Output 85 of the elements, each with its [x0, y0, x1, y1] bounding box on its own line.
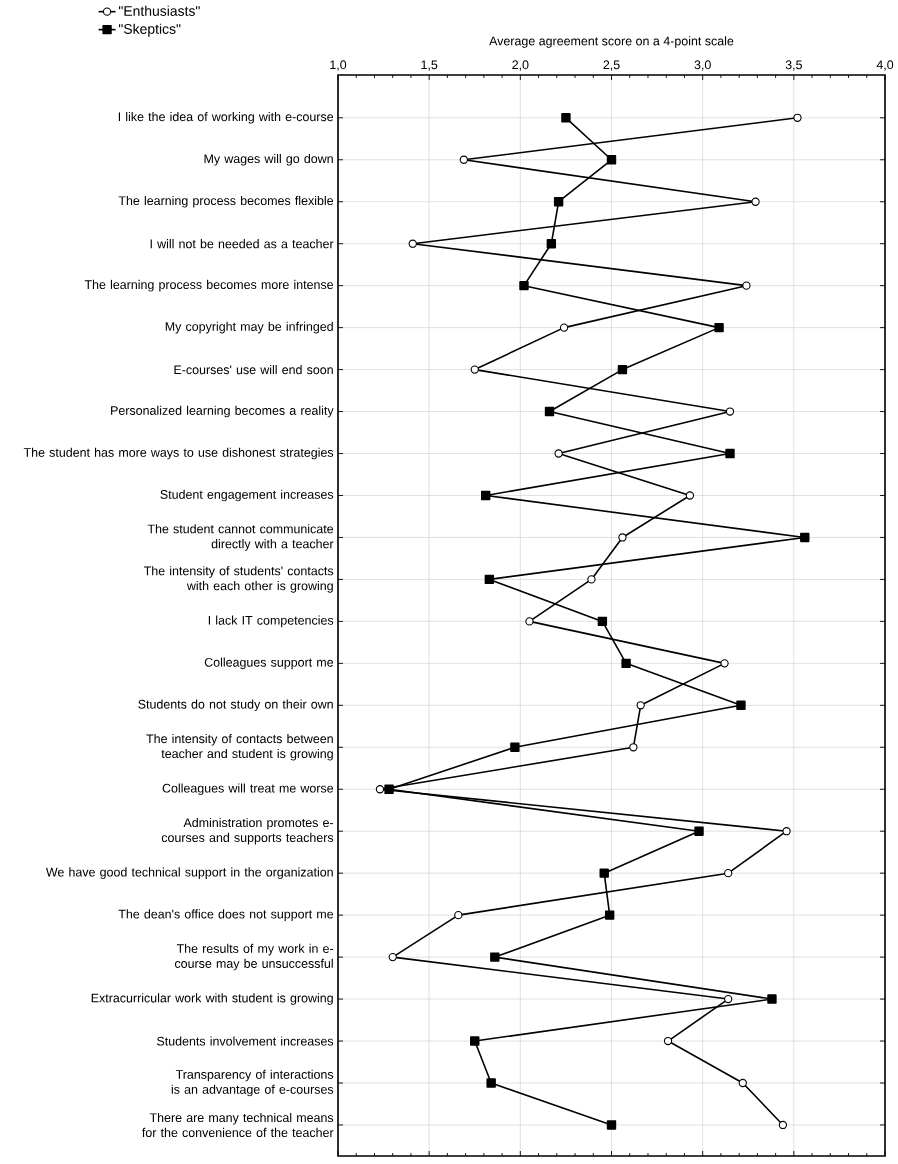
point: [470, 365, 479, 374]
legend-label: "Enthusiasts": [118, 5, 200, 16]
point: [559, 323, 569, 332]
y-tick-label: I lack IT competencies: [208, 615, 334, 628]
point: [751, 197, 760, 206]
y-tick-label: I will not be needed as a teacher: [150, 239, 334, 249]
point: [725, 448, 735, 459]
point: [561, 113, 571, 123]
y-tick-label: E-courses' use will end soon: [174, 365, 333, 375]
point: [629, 743, 638, 752]
point: [484, 574, 495, 585]
point: [725, 407, 735, 416]
point: [685, 491, 695, 500]
point: [800, 532, 810, 543]
point: [510, 742, 520, 752]
x-axis-title: Average agreement score on a 4-point scale: [489, 36, 734, 48]
point: [621, 658, 631, 669]
point: [587, 575, 596, 584]
y-tick-label: The dean's office does not support me: [118, 909, 334, 921]
point: [525, 617, 534, 626]
y-tick-label: Personalized learning becomes a reality: [111, 405, 334, 418]
point: [618, 533, 627, 542]
point: [470, 1036, 480, 1046]
point: [553, 197, 564, 207]
point: [617, 364, 628, 375]
point: [663, 1036, 673, 1046]
legend-label: "Skeptics": [118, 23, 181, 37]
y-tick-label: Extracurricular work with student is growing: [91, 993, 333, 1005]
x-tick-label: 1,0: [330, 60, 347, 71]
point: [736, 700, 746, 711]
point: [454, 910, 463, 920]
point: [742, 281, 751, 290]
point: [782, 827, 791, 836]
point: [384, 784, 394, 794]
x-tick-label: 4,0: [876, 60, 894, 71]
point: [724, 994, 733, 1004]
y-tick-label: Colleagues will treat me worse: [162, 783, 334, 796]
x-tick-label: 1,5: [421, 60, 438, 71]
y-tick-label: My copyright may be infringed: [165, 321, 333, 334]
x-tick-label: 3,0: [694, 60, 711, 71]
point: [606, 155, 617, 165]
point: [720, 659, 729, 668]
point: [408, 239, 417, 248]
x-tick-label: 2,0: [512, 60, 529, 71]
y-tick-label: Colleagues support me: [204, 657, 334, 670]
point: [554, 449, 563, 458]
y-tick-label: The student has more ways to use dishonest strategies: [23, 447, 334, 460]
point: [490, 952, 500, 962]
y-tick-label: The student cannot communicate directly with a teacher: [147, 524, 334, 551]
point: [724, 869, 733, 878]
point: [546, 238, 557, 249]
point: [519, 280, 529, 291]
y-tick-label: The learning process becomes more intense: [84, 279, 334, 292]
point: [778, 1120, 788, 1130]
y-tick-label: The results of my work in e-course may be unsuccessful: [174, 943, 334, 971]
point: [486, 1078, 496, 1088]
point: [738, 1078, 747, 1088]
x-tick-label: 2,5: [603, 60, 620, 71]
point: [375, 785, 385, 794]
y-tick-label: Students do not study on their own: [138, 699, 333, 712]
y-tick-label: I like the idea of working with e-course: [118, 111, 334, 124]
point: [544, 406, 555, 417]
point: [714, 322, 724, 333]
point: [597, 616, 608, 627]
y-tick-label: My wages will go down: [204, 153, 333, 166]
y-tick-label: There are many technical means for the convenience of the teacher: [142, 1112, 334, 1138]
y-tick-label: Administration promotes e-courses and supports teachers: [161, 817, 334, 845]
point: [767, 994, 777, 1004]
y-tick-label: The intensity of contacts between teacher and student is growing: [146, 733, 333, 761]
point: [388, 952, 397, 962]
point: [636, 701, 645, 710]
point: [599, 868, 609, 878]
point: [604, 910, 615, 920]
point: [459, 155, 468, 164]
y-tick-label: Students involvement increases: [157, 1036, 334, 1046]
y-tick-label: Student engagement increases: [160, 489, 334, 502]
point: [606, 1120, 617, 1130]
point: [694, 826, 704, 836]
y-tick-label: The intensity of students' contacts with each other is growing: [143, 566, 334, 593]
point: [793, 113, 802, 122]
y-tick-label: We have good technical support in the organization: [45, 867, 333, 879]
point: [480, 490, 491, 501]
x-tick-label: 3,5: [785, 60, 802, 71]
y-tick-label: Transparency of interactions is an advantage of e-courses: [171, 1069, 334, 1097]
y-tick-label: The learning process becomes flexible: [118, 195, 334, 208]
